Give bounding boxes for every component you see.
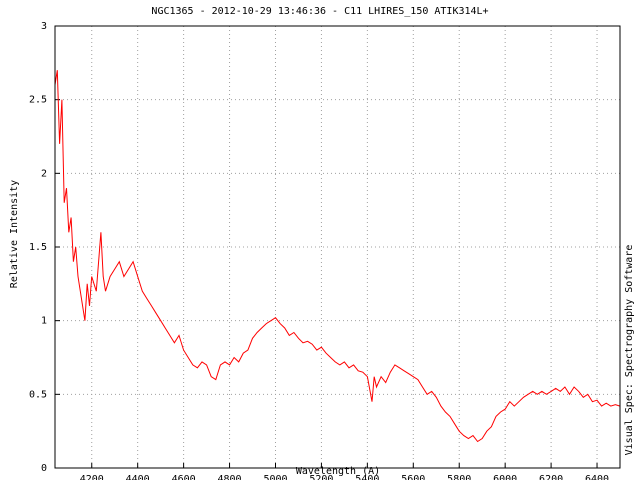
x-tick-label: 6000 [493, 474, 517, 480]
y-tick-label: 1 [41, 316, 47, 327]
x-tick-label: 4200 [80, 474, 104, 480]
y-tick-label: 0 [41, 463, 47, 474]
y-axis-label: Relative Intensity [9, 180, 20, 288]
x-tick-label: 4400 [126, 474, 150, 480]
x-tick-label: 5000 [263, 474, 287, 480]
y-tick-label: 3 [41, 21, 47, 32]
y-tick-label: 2 [41, 168, 47, 179]
x-tick-label: 5200 [309, 474, 333, 480]
y-tick-label: 0.5 [29, 389, 47, 400]
y-tick-label: 2.5 [29, 95, 47, 106]
spectrum-line [54, 70, 621, 443]
x-tick-label: 5800 [447, 474, 471, 480]
x-tick-label: 6200 [539, 474, 563, 480]
x-tick-label: 4800 [218, 474, 242, 480]
x-tick-label: 4600 [172, 474, 196, 480]
chart-title: NGC1365 - 2012-10-29 13:46:36 - C11 LHIR… [151, 6, 488, 17]
x-tick-label: 6400 [585, 474, 609, 480]
y-tick-label: 1.5 [29, 242, 47, 253]
x-tick-label: 5400 [355, 474, 379, 480]
plot-frame [54, 25, 621, 469]
x-tick-label: 5600 [401, 474, 425, 480]
x-axis-label: Wavelength (A) [296, 466, 380, 477]
annotation: Visual Spec: Spectrography Software [624, 245, 635, 456]
